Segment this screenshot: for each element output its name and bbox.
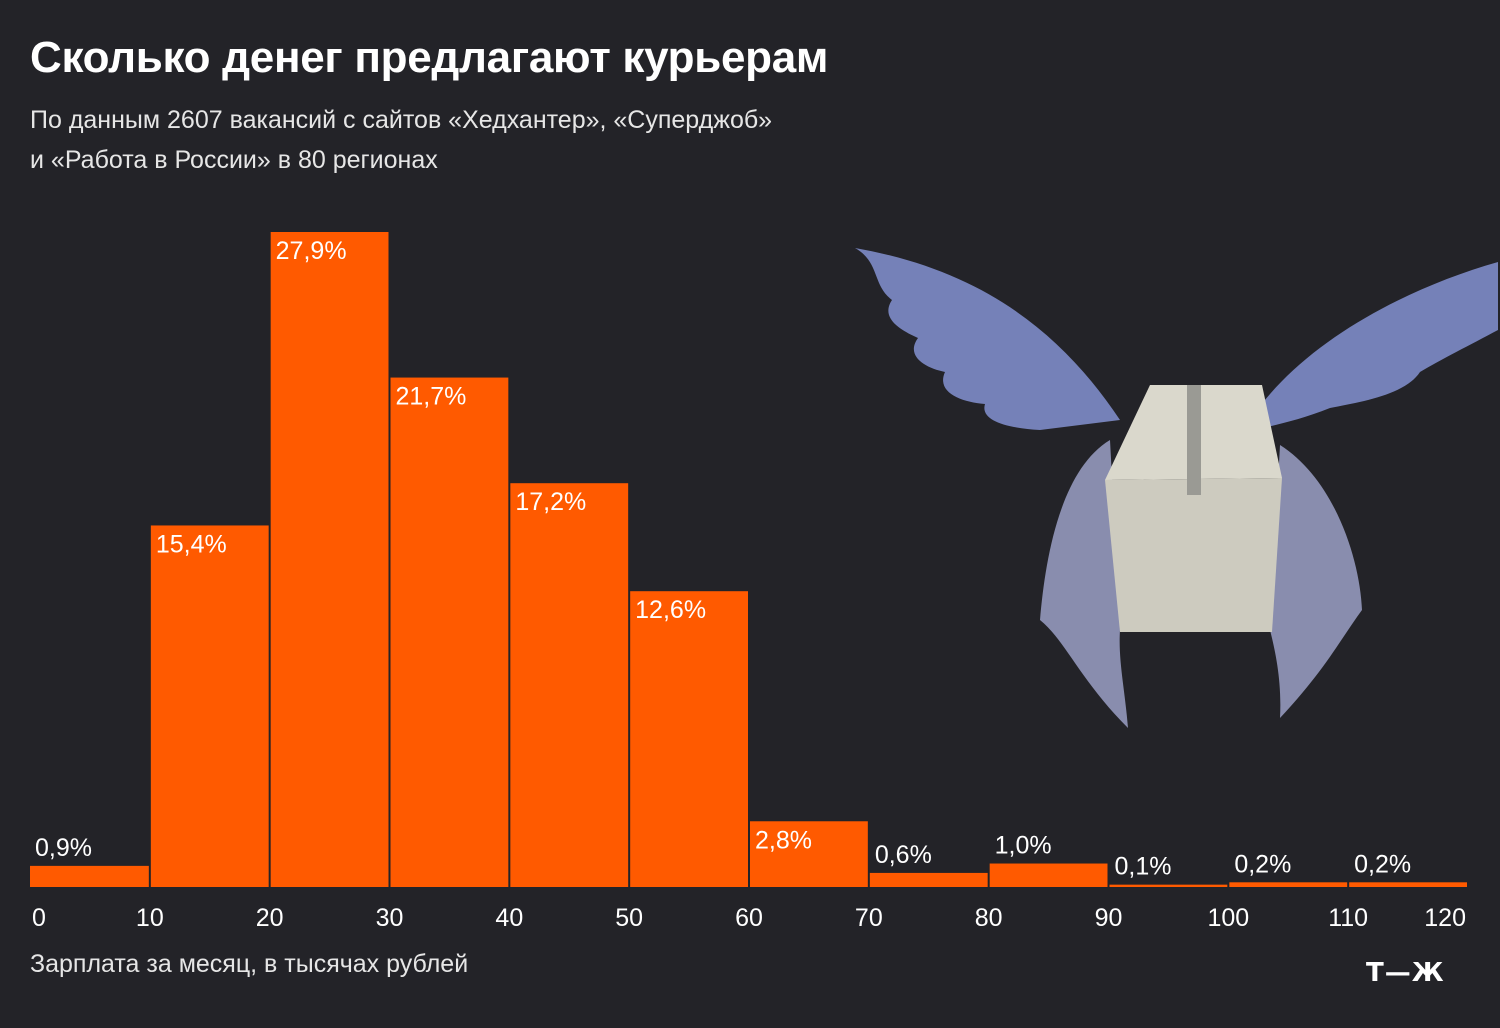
- x-tick-label: 120: [1424, 904, 1466, 932]
- box-front: [1105, 478, 1282, 632]
- x-tick-label: 60: [735, 904, 763, 932]
- x-tick-label: 0: [32, 904, 46, 932]
- x-tick-label: 70: [855, 904, 883, 932]
- right-upper-wing: [1250, 262, 1498, 430]
- chart-title: Сколько денег предлагают курьерам: [30, 33, 829, 82]
- x-tick-label: 90: [1095, 904, 1123, 932]
- bar-value-label: 17,2%: [515, 488, 586, 516]
- bar-value-label: 1,0%: [995, 832, 1052, 860]
- bar-20-30: [270, 232, 389, 887]
- x-tick-label: 80: [975, 904, 1003, 932]
- bar-value-label: 12,6%: [635, 596, 706, 624]
- chart-subtitle: По данным 2607 вакансий с сайтов «Хедхан…: [30, 100, 930, 180]
- bar-110-120: [1349, 882, 1467, 887]
- bar-value-label: 0,1%: [1115, 853, 1172, 881]
- bar-10-20: [150, 525, 269, 887]
- subtitle-line-1: По данным 2607 вакансий с сайтов «Хедхан…: [30, 106, 773, 134]
- x-tick-label: 110: [1328, 904, 1368, 932]
- x-tick-label: 40: [495, 904, 523, 932]
- bar-90-100: [1109, 884, 1228, 887]
- bar-value-label: 15,4%: [156, 530, 227, 558]
- bar-50-60: [630, 591, 748, 887]
- x-tick-label: 100: [1207, 904, 1249, 932]
- x-axis-label: Зарплата за месяц, в тысячах рублей: [30, 950, 469, 978]
- bar-value-label: 2,8%: [755, 826, 812, 854]
- bar-80-90: [989, 863, 1108, 887]
- x-tick-label: 30: [376, 904, 404, 932]
- box-tape: [1187, 385, 1201, 495]
- bar-value-label: 0,6%: [875, 841, 932, 869]
- winged-box-icon: [855, 248, 1498, 728]
- bar-100-110: [1229, 882, 1348, 887]
- bar-60-70: [750, 821, 868, 887]
- bar-70-80: [869, 872, 988, 887]
- bar-value-label: 0,9%: [35, 834, 92, 862]
- bar-value-label: 21,7%: [396, 383, 467, 411]
- x-tick-label: 10: [136, 904, 164, 932]
- bar-value-label: 0,2%: [1234, 850, 1291, 878]
- tzh-logo: Т—Ж: [1366, 958, 1445, 988]
- left-lower-wing: [1040, 440, 1128, 728]
- bar-0-10: [30, 865, 149, 887]
- subtitle-line-2: и «Работа в России» в 80 регионах: [30, 146, 438, 174]
- bar-30-40: [390, 377, 509, 887]
- bar-value-label: 27,9%: [276, 237, 347, 265]
- bar-40-50: [510, 483, 629, 887]
- x-tick-label: 20: [256, 904, 284, 932]
- bar-value-label: 0,2%: [1354, 850, 1411, 878]
- right-lower-wing: [1270, 445, 1362, 718]
- left-upper-wing: [855, 248, 1120, 430]
- x-tick-label: 50: [615, 904, 643, 932]
